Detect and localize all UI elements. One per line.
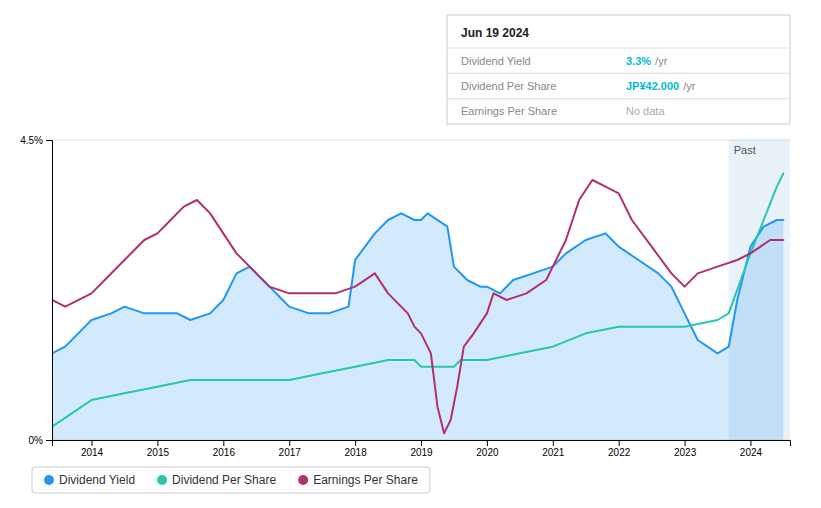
plot-area: [52, 140, 790, 440]
x-tick-mark: [289, 440, 290, 446]
x-tick-label: 2014: [81, 447, 104, 458]
legend: Dividend Yield Dividend Per Share Earnings…: [32, 467, 430, 493]
x-tick: 2018: [344, 440, 367, 458]
x-axis: 2014 2015 2016 2017 2018 2019 2020 2021 2022 2023…: [53, 440, 791, 458]
info-date: Jun 19 2024: [461, 26, 529, 40]
x-tick: 2023: [674, 440, 697, 458]
x-axis-line: [53, 441, 791, 447]
x-tick-mark: [750, 440, 751, 446]
info-divider: [447, 73, 790, 74]
chart-svg: Past 2014 2015 2016 2017 2018 2019 2020 2021 2022…: [0, 0, 821, 508]
series-line: [52, 213, 783, 353]
x-tick: 2014: [81, 440, 104, 458]
annotation: Past: [734, 144, 756, 156]
x-tick-label: 2017: [279, 447, 302, 458]
info-label: Dividend Yield: [461, 55, 531, 67]
x-tick: 2017: [279, 440, 302, 458]
x-tick: 2021: [542, 440, 565, 458]
x-tick-label: 2016: [213, 447, 236, 458]
x-tick-mark: [421, 440, 422, 446]
x-tick-mark: [157, 440, 158, 446]
info-label: Earnings Per Share: [461, 105, 557, 117]
series-line: [52, 180, 783, 433]
y-axis-line: [46, 141, 53, 441]
legend-marker: [44, 475, 54, 485]
info-unit: /yr: [683, 80, 696, 92]
info-value: JP¥42.000: [626, 80, 679, 92]
x-tick-mark: [553, 440, 554, 446]
x-tick-label: 2024: [740, 447, 763, 458]
info-divider: [447, 98, 790, 99]
info-divider: [447, 48, 790, 49]
x-tick: 2019: [410, 440, 433, 458]
x-tick-mark: [92, 440, 93, 446]
y-tick-mark: [46, 140, 52, 141]
info-value: No data: [626, 105, 665, 117]
x-tick-label: 2022: [608, 447, 631, 458]
legend-label: Earnings Per Share: [313, 473, 418, 487]
y-tick-mark: [46, 440, 52, 441]
x-tick-label: 2018: [344, 447, 367, 458]
x-tick-mark: [355, 440, 356, 446]
y-tick: 0%: [29, 435, 52, 446]
legend-marker: [298, 475, 308, 485]
x-tick: 2024: [740, 440, 763, 458]
x-tick-mark: [487, 440, 488, 446]
info-unit: /yr: [655, 55, 668, 67]
y-axis: 0% 4.5%: [20, 135, 52, 446]
x-tick: 2022: [608, 440, 631, 458]
legend-label: Dividend Yield: [59, 473, 135, 487]
x-tick: 2015: [147, 440, 170, 458]
grid-line: [52, 140, 790, 141]
x-tick: 2016: [213, 440, 236, 458]
x-tick-label: 2021: [542, 447, 565, 458]
x-tick-mark: [223, 440, 224, 446]
grid: [52, 140, 790, 440]
x-tick-mark: [685, 440, 686, 446]
x-tick-label: 2023: [674, 447, 697, 458]
legend-label: Dividend Per Share: [172, 473, 276, 487]
info-value: 3.3%: [626, 55, 651, 67]
chart-container: Past 2014 2015 2016 2017 2018 2019 2020 2021 2022…: [0, 0, 821, 508]
x-tick-label: 2020: [476, 447, 499, 458]
series-line: [52, 173, 783, 426]
info-label: Dividend Per Share: [461, 80, 556, 92]
info-box-frame: [447, 15, 790, 124]
y-tick-label: 0%: [29, 435, 44, 446]
x-tick-label: 2015: [147, 447, 170, 458]
x-tick-mark: [619, 440, 620, 446]
x-tick: 2020: [476, 440, 499, 458]
legend-frame: [32, 467, 430, 493]
legend-marker: [157, 475, 167, 485]
x-tick-label: 2019: [410, 447, 433, 458]
y-tick-label: 4.5%: [20, 135, 43, 146]
y-tick: 4.5%: [20, 135, 52, 146]
info-box: Jun 19 2024 Dividend Yield 3.3% /yr Dividend…: [447, 15, 790, 124]
